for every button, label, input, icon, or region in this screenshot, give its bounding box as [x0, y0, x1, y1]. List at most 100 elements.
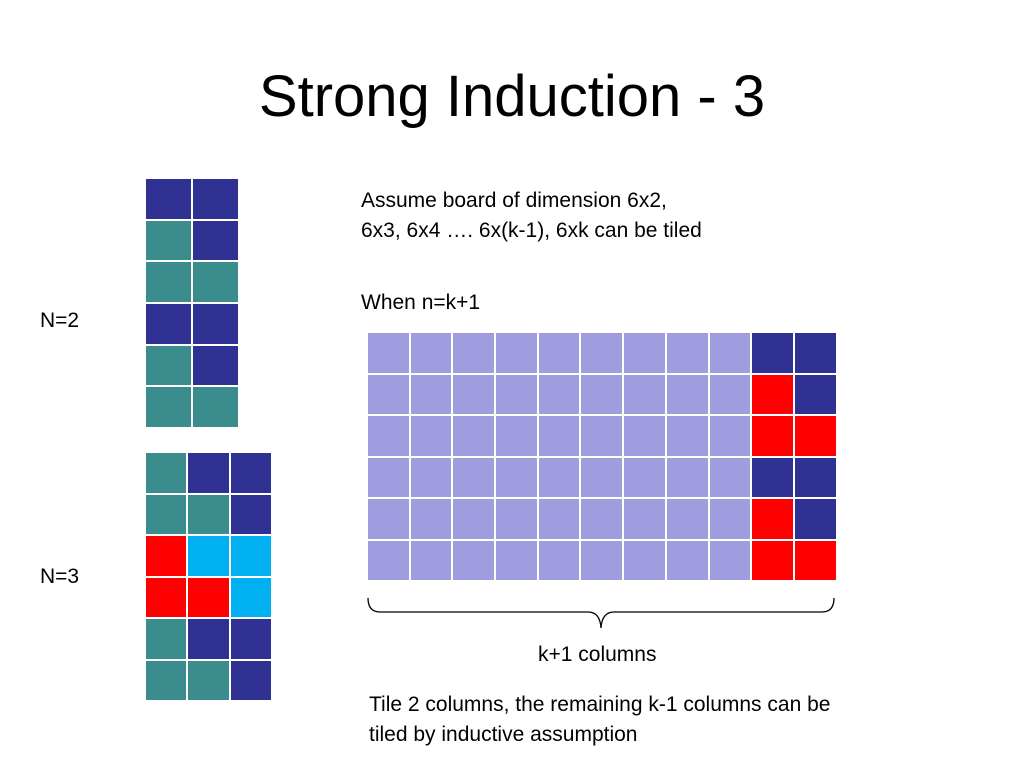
board-cell — [145, 493, 188, 535]
board-cell — [495, 332, 538, 374]
board-cell — [229, 493, 272, 535]
board-cell — [623, 498, 666, 540]
board-cell — [192, 261, 239, 304]
board-cell — [187, 576, 230, 618]
board-cell — [192, 344, 239, 387]
board-cell — [367, 539, 410, 581]
board-cell — [145, 618, 188, 660]
board-cell — [367, 373, 410, 415]
board-cell — [409, 539, 453, 581]
board-6x3 — [145, 452, 272, 701]
board-cell — [623, 415, 666, 457]
board-cell — [145, 659, 188, 701]
board-cell — [537, 415, 581, 457]
board-cell — [623, 373, 666, 415]
board-cell — [187, 618, 230, 660]
board-cell — [665, 415, 709, 457]
board-cell — [580, 373, 624, 415]
board-cell — [452, 373, 496, 415]
board-cell — [187, 659, 230, 701]
board-cell — [708, 373, 752, 415]
board-cell — [580, 332, 624, 374]
board-cell — [452, 456, 496, 498]
board-cell — [495, 373, 538, 415]
board-cell — [665, 498, 709, 540]
board-cell — [665, 373, 709, 415]
board-cell — [187, 493, 230, 535]
board-cell — [793, 456, 837, 498]
board-cell — [623, 456, 666, 498]
board-cell — [145, 452, 188, 494]
board-cell — [751, 415, 794, 457]
board-cell — [409, 373, 453, 415]
board-cell — [367, 415, 410, 457]
board-cell — [708, 539, 752, 581]
columns-brace — [367, 597, 835, 629]
board-cell — [229, 452, 272, 494]
board-cell — [145, 535, 188, 577]
board-cell — [580, 456, 624, 498]
board-cell — [192, 303, 239, 345]
board-cell — [537, 539, 581, 581]
board-cell — [145, 303, 192, 345]
board-cell — [145, 219, 192, 262]
board-cell — [452, 415, 496, 457]
board-cell — [708, 498, 752, 540]
n2-label: N=2 — [40, 309, 80, 332]
board-6x2 — [145, 178, 239, 429]
board-cell — [192, 386, 239, 429]
conclusion-line-1: Tile 2 columns, the remaining k-1 column… — [369, 693, 831, 716]
board-cell — [537, 456, 581, 498]
board-cell — [452, 332, 496, 374]
board-cell — [409, 332, 453, 374]
board-cell — [187, 535, 230, 577]
board-cell — [229, 659, 272, 701]
board-cell — [580, 415, 624, 457]
board-cell — [145, 576, 188, 618]
board-cell — [452, 498, 496, 540]
board-cell — [367, 456, 410, 498]
board-cell — [495, 539, 538, 581]
board-cell — [409, 498, 453, 540]
board-cell — [367, 498, 410, 540]
board-cell — [751, 539, 794, 581]
board-cell — [708, 456, 752, 498]
board-cell — [145, 344, 192, 387]
board-cell — [145, 178, 192, 220]
when-label: When n=k+1 — [361, 291, 481, 314]
board-cell — [145, 386, 192, 429]
board-cell — [409, 415, 453, 457]
board-cell — [495, 498, 538, 540]
board-cell — [793, 539, 837, 581]
board-6xk-plus-1 — [367, 332, 837, 581]
assumption-line-1: Assume board of dimension 6x2, — [361, 189, 667, 212]
board-cell — [708, 332, 752, 374]
board-cell — [192, 219, 239, 262]
board-cell — [537, 373, 581, 415]
board-cell — [452, 539, 496, 581]
board-cell — [192, 178, 239, 220]
board-cell — [751, 332, 794, 374]
n3-label: N=3 — [40, 565, 80, 588]
board-cell — [495, 415, 538, 457]
columns-label: k+1 columns — [538, 643, 657, 666]
board-cell — [793, 415, 837, 457]
board-cell — [751, 373, 794, 415]
board-cell — [495, 456, 538, 498]
board-cell — [665, 539, 709, 581]
board-cell — [367, 332, 410, 374]
board-cell — [793, 373, 837, 415]
board-cell — [665, 456, 709, 498]
board-cell — [793, 498, 837, 540]
board-cell — [229, 576, 272, 618]
board-cell — [187, 452, 230, 494]
board-cell — [793, 332, 837, 374]
board-cell — [751, 498, 794, 540]
board-cell — [708, 415, 752, 457]
board-cell — [145, 261, 192, 304]
board-cell — [580, 498, 624, 540]
assumption-line-2: 6x3, 6x4 …. 6x(k-1), 6xk can be tiled — [361, 219, 702, 242]
board-cell — [229, 618, 272, 660]
board-cell — [537, 498, 581, 540]
board-cell — [751, 456, 794, 498]
